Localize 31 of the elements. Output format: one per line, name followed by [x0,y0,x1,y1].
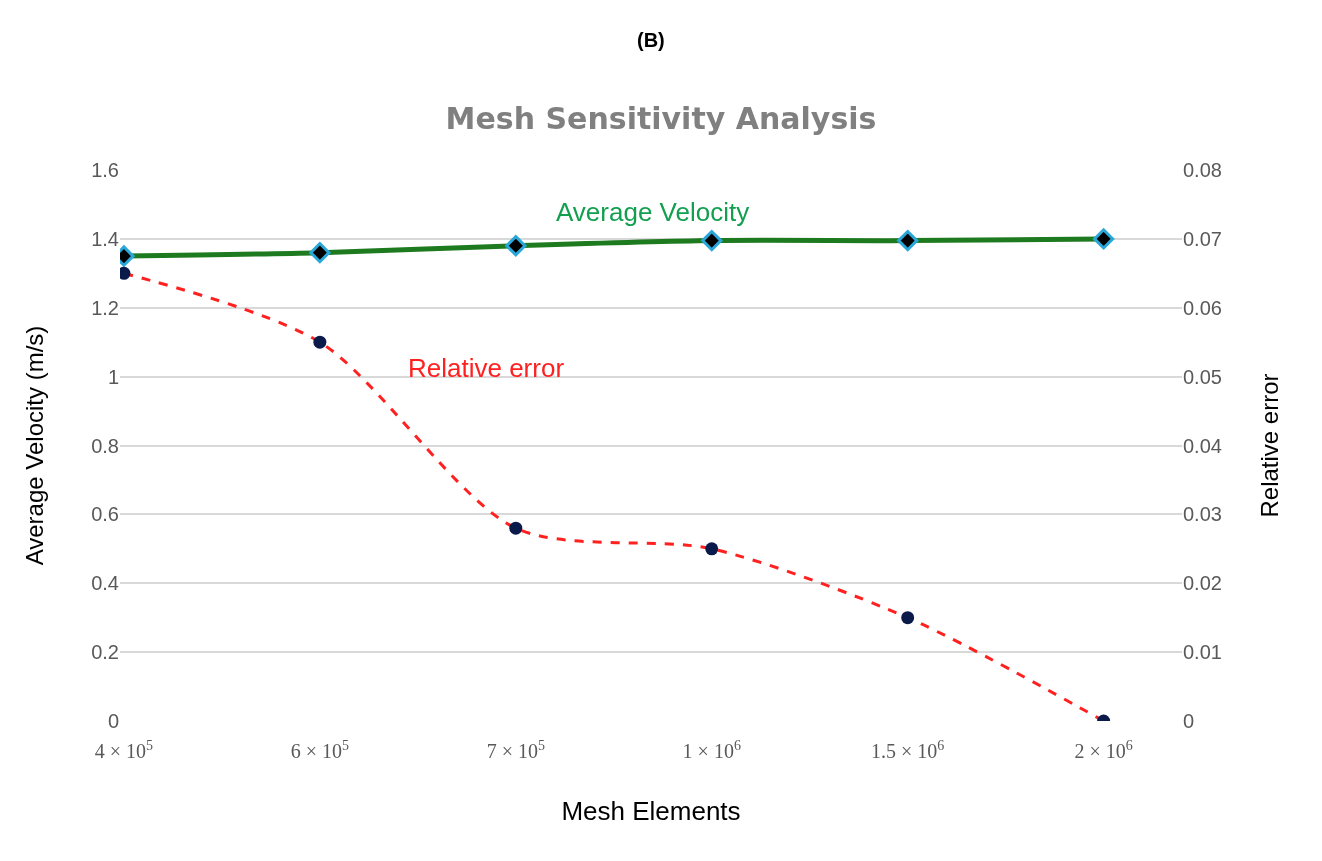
y-tick-label: 0 [107,710,119,732]
y-tick-label: 1.2 [91,296,119,319]
y2-tick-label: 0 [1183,710,1195,732]
y2-tick-label: 0.03 [1183,503,1222,526]
y2-tick-label: 0.02 [1183,572,1222,595]
x-tick-label: 1 × 10$^{6}$ [682,737,741,762]
y-tick-label: 1 [107,365,119,388]
x-tick-label: 6 × 10$^{5}$ [290,737,349,762]
y2-tick-label: 0.04 [1183,434,1222,457]
x-tick-label: 1.5 × 10$^{6}$ [871,737,945,762]
x-tick-label: 4 × 10$^{5}$ [94,737,154,762]
y2-tick-label: 0.06 [1183,296,1222,319]
y-tick-label: 0.6 [91,503,119,526]
y-tick-label: 0.2 [91,641,119,664]
x-tick-label: 7 × 10$^{5}$ [486,737,545,762]
y-tick-label: 0.8 [91,434,119,457]
y2-tick-label: 0.01 [1183,641,1222,664]
y2-tick-label: 0.08 [1183,159,1222,181]
series-label: Average Velocity [556,197,750,227]
text: (B) [637,29,665,51]
y-tick-label: 1.6 [91,159,119,181]
x-axis-title: Mesh Elements [561,795,741,826]
y-axis-title: Average Velocity (m/s) [21,325,49,566]
y2-axis-title: Relative error [1256,373,1284,518]
y2-tick-label: 0.07 [1183,227,1222,250]
y-tick-label: 0.4 [91,572,119,595]
x-tick-label: 2 × 10$^{6}$ [1074,737,1133,762]
y-tick-label: 1.4 [91,227,119,250]
chart-title: Mesh Sensitivity Analysis [445,100,877,136]
series-label: Relative error [408,353,565,383]
y2-tick-label: 0.05 [1183,365,1222,388]
